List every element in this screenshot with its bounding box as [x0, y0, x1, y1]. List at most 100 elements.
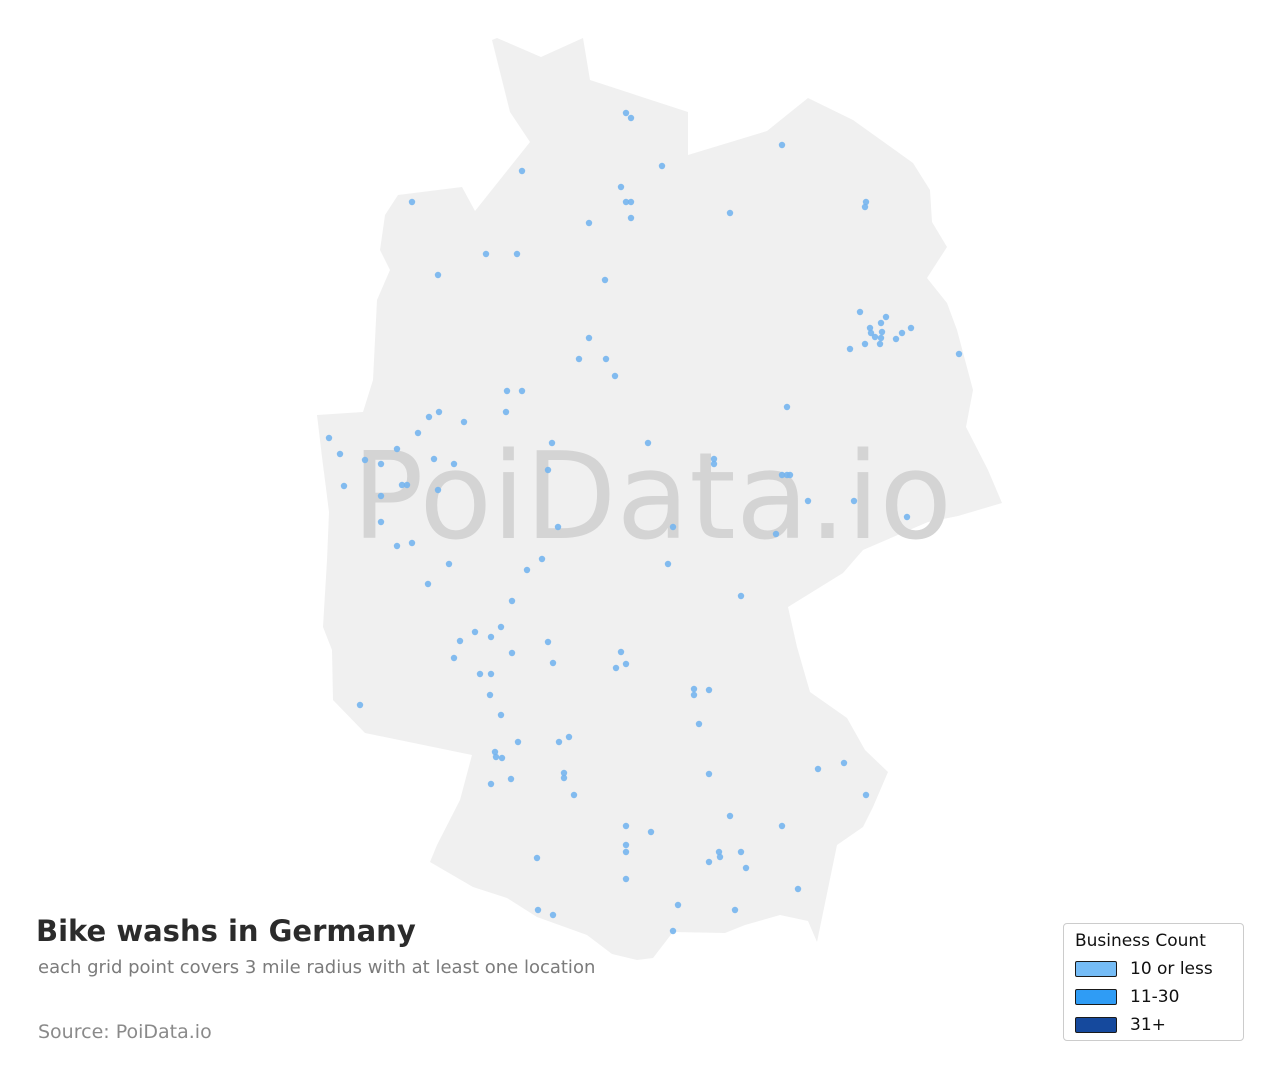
data-point — [731, 906, 739, 914]
data-point — [861, 203, 869, 211]
legend: Business Count 10 or less 11-30 31+ — [1063, 923, 1244, 1041]
data-point — [622, 841, 630, 849]
data-point — [508, 597, 516, 605]
data-point — [710, 455, 718, 463]
data-point — [456, 637, 464, 645]
data-point — [778, 141, 786, 149]
data-point — [658, 162, 666, 170]
data-point — [325, 434, 333, 442]
data-point — [538, 555, 546, 563]
data-point — [705, 770, 713, 778]
data-point — [669, 523, 677, 531]
data-point — [560, 774, 568, 782]
data-point — [434, 271, 442, 279]
data-point — [393, 542, 401, 550]
data-point — [715, 848, 723, 856]
data-point — [533, 854, 541, 862]
data-point — [778, 471, 786, 479]
data-point — [772, 530, 780, 538]
data-point — [783, 403, 791, 411]
data-point — [862, 791, 870, 799]
legend-entry: 10 or less — [1075, 959, 1232, 979]
data-point — [840, 759, 848, 767]
germany-map-shape — [317, 38, 1002, 960]
data-point — [794, 885, 802, 893]
data-point — [617, 648, 625, 656]
data-point — [862, 198, 870, 206]
data-point — [491, 748, 499, 756]
data-point — [716, 853, 724, 861]
data-point — [518, 387, 526, 395]
data-point — [487, 780, 495, 788]
data-point — [611, 372, 619, 380]
data-point — [907, 324, 915, 332]
data-point — [487, 670, 495, 678]
data-point — [544, 466, 552, 474]
data-point — [497, 711, 505, 719]
data-point — [690, 685, 698, 693]
data-point — [664, 560, 672, 568]
data-point — [393, 445, 401, 453]
data-point — [408, 539, 416, 547]
data-point — [627, 198, 635, 206]
data-point — [534, 906, 542, 914]
data-point — [487, 633, 495, 641]
data-point — [403, 481, 411, 489]
data-point — [778, 822, 786, 830]
data-point — [340, 482, 348, 490]
data-point — [866, 324, 874, 332]
data-point — [508, 649, 516, 657]
data-point — [549, 659, 557, 667]
legend-entry: 11-30 — [1075, 987, 1232, 1007]
data-point — [955, 350, 963, 358]
legend-entries: 10 or less 11-30 31+ — [1075, 959, 1232, 1035]
data-point — [503, 387, 511, 395]
data-point — [514, 738, 522, 746]
data-point — [548, 439, 556, 447]
data-point — [726, 812, 734, 820]
data-point — [871, 333, 879, 341]
data-point — [850, 497, 858, 505]
page-title: Bike washs in Germany — [36, 914, 416, 948]
data-point — [507, 775, 515, 783]
data-point — [726, 209, 734, 217]
data-point — [445, 560, 453, 568]
data-point — [435, 408, 443, 416]
data-point — [502, 408, 510, 416]
data-point — [622, 848, 630, 856]
data-point — [644, 439, 652, 447]
data-point — [882, 313, 890, 321]
data-point — [555, 738, 563, 746]
data-point — [602, 355, 610, 363]
data-point — [430, 455, 438, 463]
page-subtitle: each grid point covers 3 mile radius wit… — [38, 957, 596, 978]
data-point — [498, 754, 506, 762]
source-note: Source: PoiData.io — [38, 1021, 212, 1043]
data-point — [892, 335, 900, 343]
data-point — [585, 219, 593, 227]
data-point — [877, 334, 885, 342]
data-point — [425, 413, 433, 421]
data-point — [856, 308, 864, 316]
data-point — [497, 623, 505, 631]
data-point — [622, 109, 630, 117]
data-point — [434, 486, 442, 494]
data-point — [560, 769, 568, 777]
legend-label: 10 or less — [1130, 959, 1213, 979]
data-point — [867, 329, 875, 337]
data-point — [408, 198, 416, 206]
data-point — [492, 753, 500, 761]
data-points — [325, 109, 963, 935]
data-point — [549, 911, 557, 919]
data-point — [804, 497, 812, 505]
data-point — [690, 691, 698, 699]
data-point — [336, 450, 344, 458]
data-point — [705, 686, 713, 694]
data-point — [877, 319, 885, 327]
data-point — [356, 701, 364, 709]
data-point — [460, 418, 468, 426]
data-point — [523, 566, 531, 574]
legend-entry: 31+ — [1075, 1015, 1232, 1035]
data-point — [737, 848, 745, 856]
legend-swatch — [1075, 1017, 1117, 1033]
